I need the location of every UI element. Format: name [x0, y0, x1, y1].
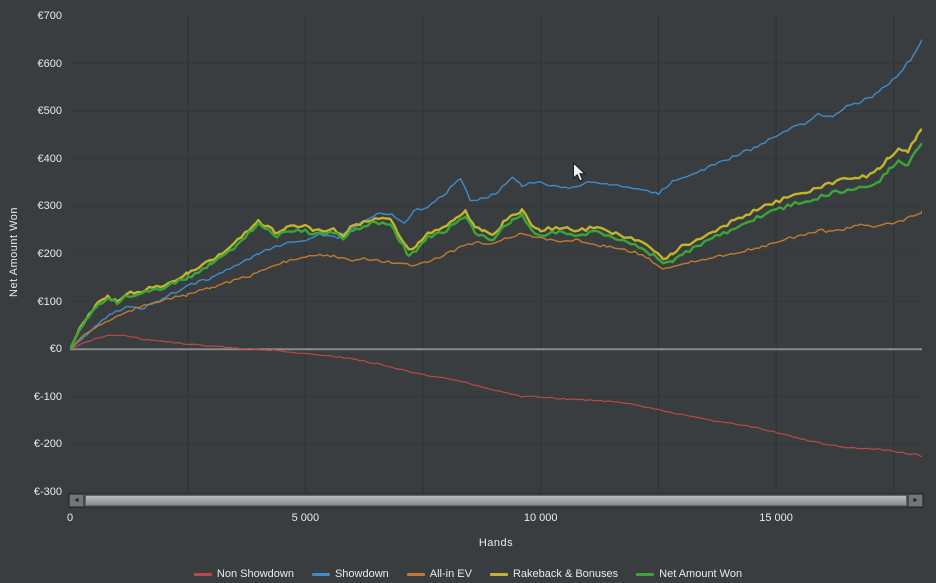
- legend-label: Showdown: [334, 568, 389, 580]
- y-tick-label: €200: [37, 248, 62, 260]
- series-non-showdown: [70, 334, 922, 458]
- chart-plot[interactable]: [70, 16, 922, 492]
- series-showdown: [70, 39, 922, 350]
- series-all-in-ev: [70, 210, 922, 350]
- legend-marker-non-showdown: [193, 572, 212, 576]
- y-tick-label: €400: [37, 152, 62, 165]
- y-tick-label: €-100: [33, 390, 62, 403]
- legend-item-net-amount-won[interactable]: Net Amount Won: [636, 568, 742, 580]
- legend: Non Showdown Showdown All-in EV Rakeback & …: [0, 566, 936, 582]
- y-tick-label: €700: [37, 10, 62, 22]
- y-tick-label: €-200: [33, 438, 62, 451]
- legend-item-all-in-ev[interactable]: All-in EV: [406, 568, 472, 580]
- x-scrollbar[interactable]: ◄ ►: [68, 493, 924, 508]
- y-tick-label: €600: [37, 57, 62, 70]
- legend-item-showdown[interactable]: Showdown: [311, 568, 389, 580]
- scrollbar-thumb[interactable]: [85, 495, 907, 506]
- legend-item-rakeback-bonuses[interactable]: Rakeback & Bonuses: [489, 568, 619, 580]
- legend-label: All-in EV: [429, 568, 472, 580]
- x-tick-label: 0: [66, 512, 74, 524]
- x-axis-title: Hands: [478, 537, 514, 549]
- legend-marker-net-amount-won: [636, 572, 655, 576]
- y-tick-label: €300: [37, 200, 62, 213]
- series-net-amount-won: [70, 142, 922, 351]
- x-tick-label: 15 000: [759, 512, 793, 524]
- y-tick-label: €100: [37, 295, 62, 308]
- y-tick-label: €0: [49, 343, 62, 356]
- scrollbar-right-arrow-icon[interactable]: ►: [909, 495, 922, 506]
- scrollbar-left-arrow-icon[interactable]: ◄: [70, 495, 83, 506]
- legend-label: Rakeback & Bonuses: [512, 568, 619, 580]
- x-tick-label: 10 000: [523, 512, 558, 524]
- legend-marker-all-in-ev: [406, 572, 425, 576]
- legend-marker-showdown: [311, 572, 330, 576]
- x-tick-label: 5 000: [291, 512, 320, 524]
- y-tick-label: €-300: [33, 486, 62, 498]
- legend-item-non-showdown[interactable]: Non Showdown: [193, 568, 294, 580]
- legend-marker-rakeback-bonuses: [489, 572, 508, 576]
- legend-label: Non Showdown: [216, 568, 294, 580]
- legend-label: Net Amount Won: [659, 568, 743, 580]
- y-tick-label: €500: [37, 105, 62, 118]
- series-rakeback-bonuses: [70, 128, 922, 351]
